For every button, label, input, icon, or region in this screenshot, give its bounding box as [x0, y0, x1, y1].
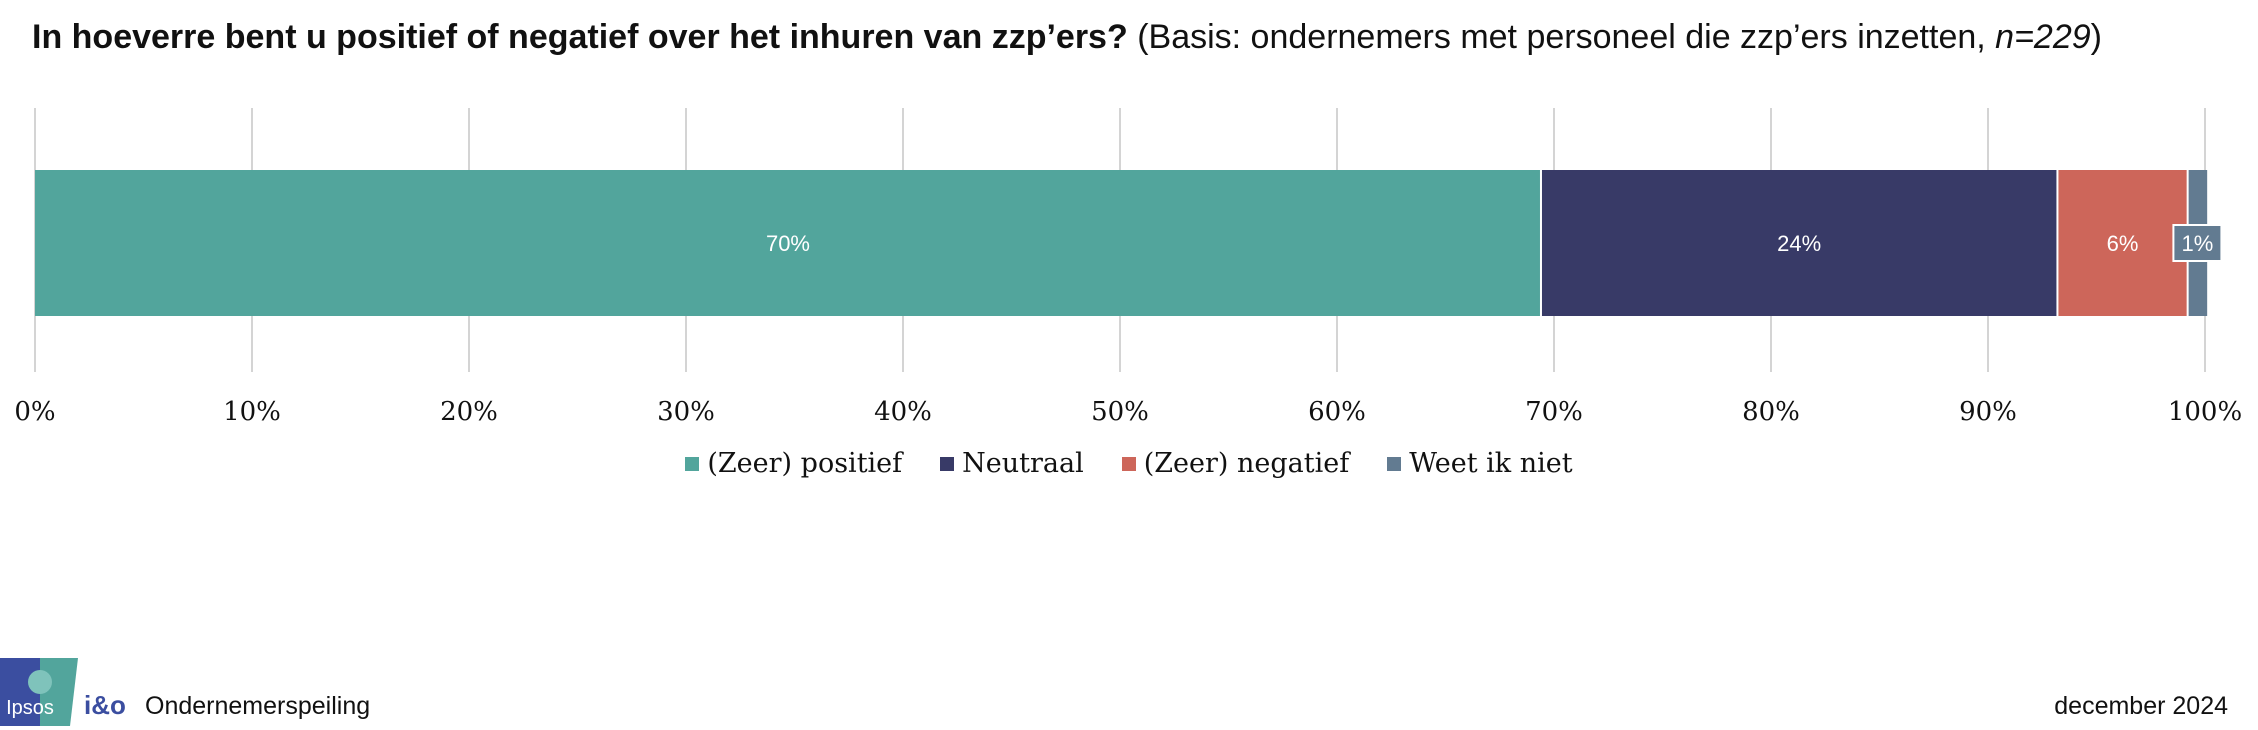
legend-swatch — [685, 456, 700, 471]
legend-swatch — [1387, 456, 1402, 471]
x-tick-label: 40% — [874, 397, 932, 427]
x-tick-label: 30% — [657, 397, 715, 427]
footer-date: december 2024 — [2054, 692, 2228, 720]
ipsos-logo: Ipsos — [0, 658, 78, 726]
x-tick-label: 20% — [440, 397, 498, 427]
legend-item: Weet ik niet — [1387, 448, 1573, 479]
x-tick-label: 50% — [1091, 397, 1149, 427]
x-tick-label: 100% — [2168, 397, 2242, 427]
x-tick-label: 60% — [1308, 397, 1366, 427]
legend-label: (Zeer) positief — [707, 448, 903, 479]
x-tick-label: 0% — [14, 397, 55, 427]
legend-swatch — [940, 456, 955, 471]
title-base: (Basis: ondernemers met personeel die zz… — [1127, 18, 1996, 56]
data-label: 70% — [766, 231, 810, 256]
legend-swatch — [1121, 456, 1136, 471]
legend-label: Weet ik niet — [1409, 448, 1573, 479]
x-tick-label: 10% — [223, 397, 281, 427]
bar-segment — [2057, 170, 2188, 316]
data-label: 1% — [2182, 231, 2214, 256]
x-tick-label: 80% — [1742, 397, 1800, 427]
x-axis-ticks: 0% 10% 20% 30% 40% 50% 60% 70% 80% 90% 100% — [14, 397, 2242, 427]
data-label: 24% — [1777, 231, 1821, 256]
title-close: ) — [2090, 18, 2102, 56]
legend-label: (Zeer) negatief — [1143, 448, 1350, 479]
title-question: In hoeverre bent u positief of negatief … — [32, 18, 1128, 56]
x-tick-label: 90% — [1959, 397, 2017, 427]
data-labels: 70% 24% 6% 1% — [766, 224, 2223, 262]
legend-item: (Zeer) positief — [685, 448, 902, 479]
legend-label: Neutraal — [962, 448, 1084, 479]
stacked-bar-chart: 70% 24% 6% 1% 0% 10% 20% 30% 40% 50% 60% 70% 80% 90%… — [14, 108, 2242, 427]
chart-legend: (Zeer) positief Neutraal (Zeer) negatief We… — [0, 448, 2258, 479]
title-sample-size: n=229 — [1995, 18, 2091, 56]
bar-segment — [1540, 170, 2058, 316]
bar-segment — [35, 170, 1541, 316]
x-tick-label: 70% — [1525, 397, 1583, 427]
chart-title: In hoeverre bent u positief of negatief … — [32, 14, 2102, 60]
logo-text: Ipsos — [6, 697, 54, 719]
legend-item: (Zeer) negatief — [1121, 448, 1350, 479]
legend-item: Neutraal — [940, 448, 1084, 479]
data-label: 6% — [2107, 231, 2139, 256]
footer-source: Ondernemerspeiling — [145, 692, 371, 720]
data-label-box — [2172, 224, 2223, 262]
io-logo-text: i&o — [84, 690, 126, 720]
bar-segments — [35, 170, 2208, 316]
